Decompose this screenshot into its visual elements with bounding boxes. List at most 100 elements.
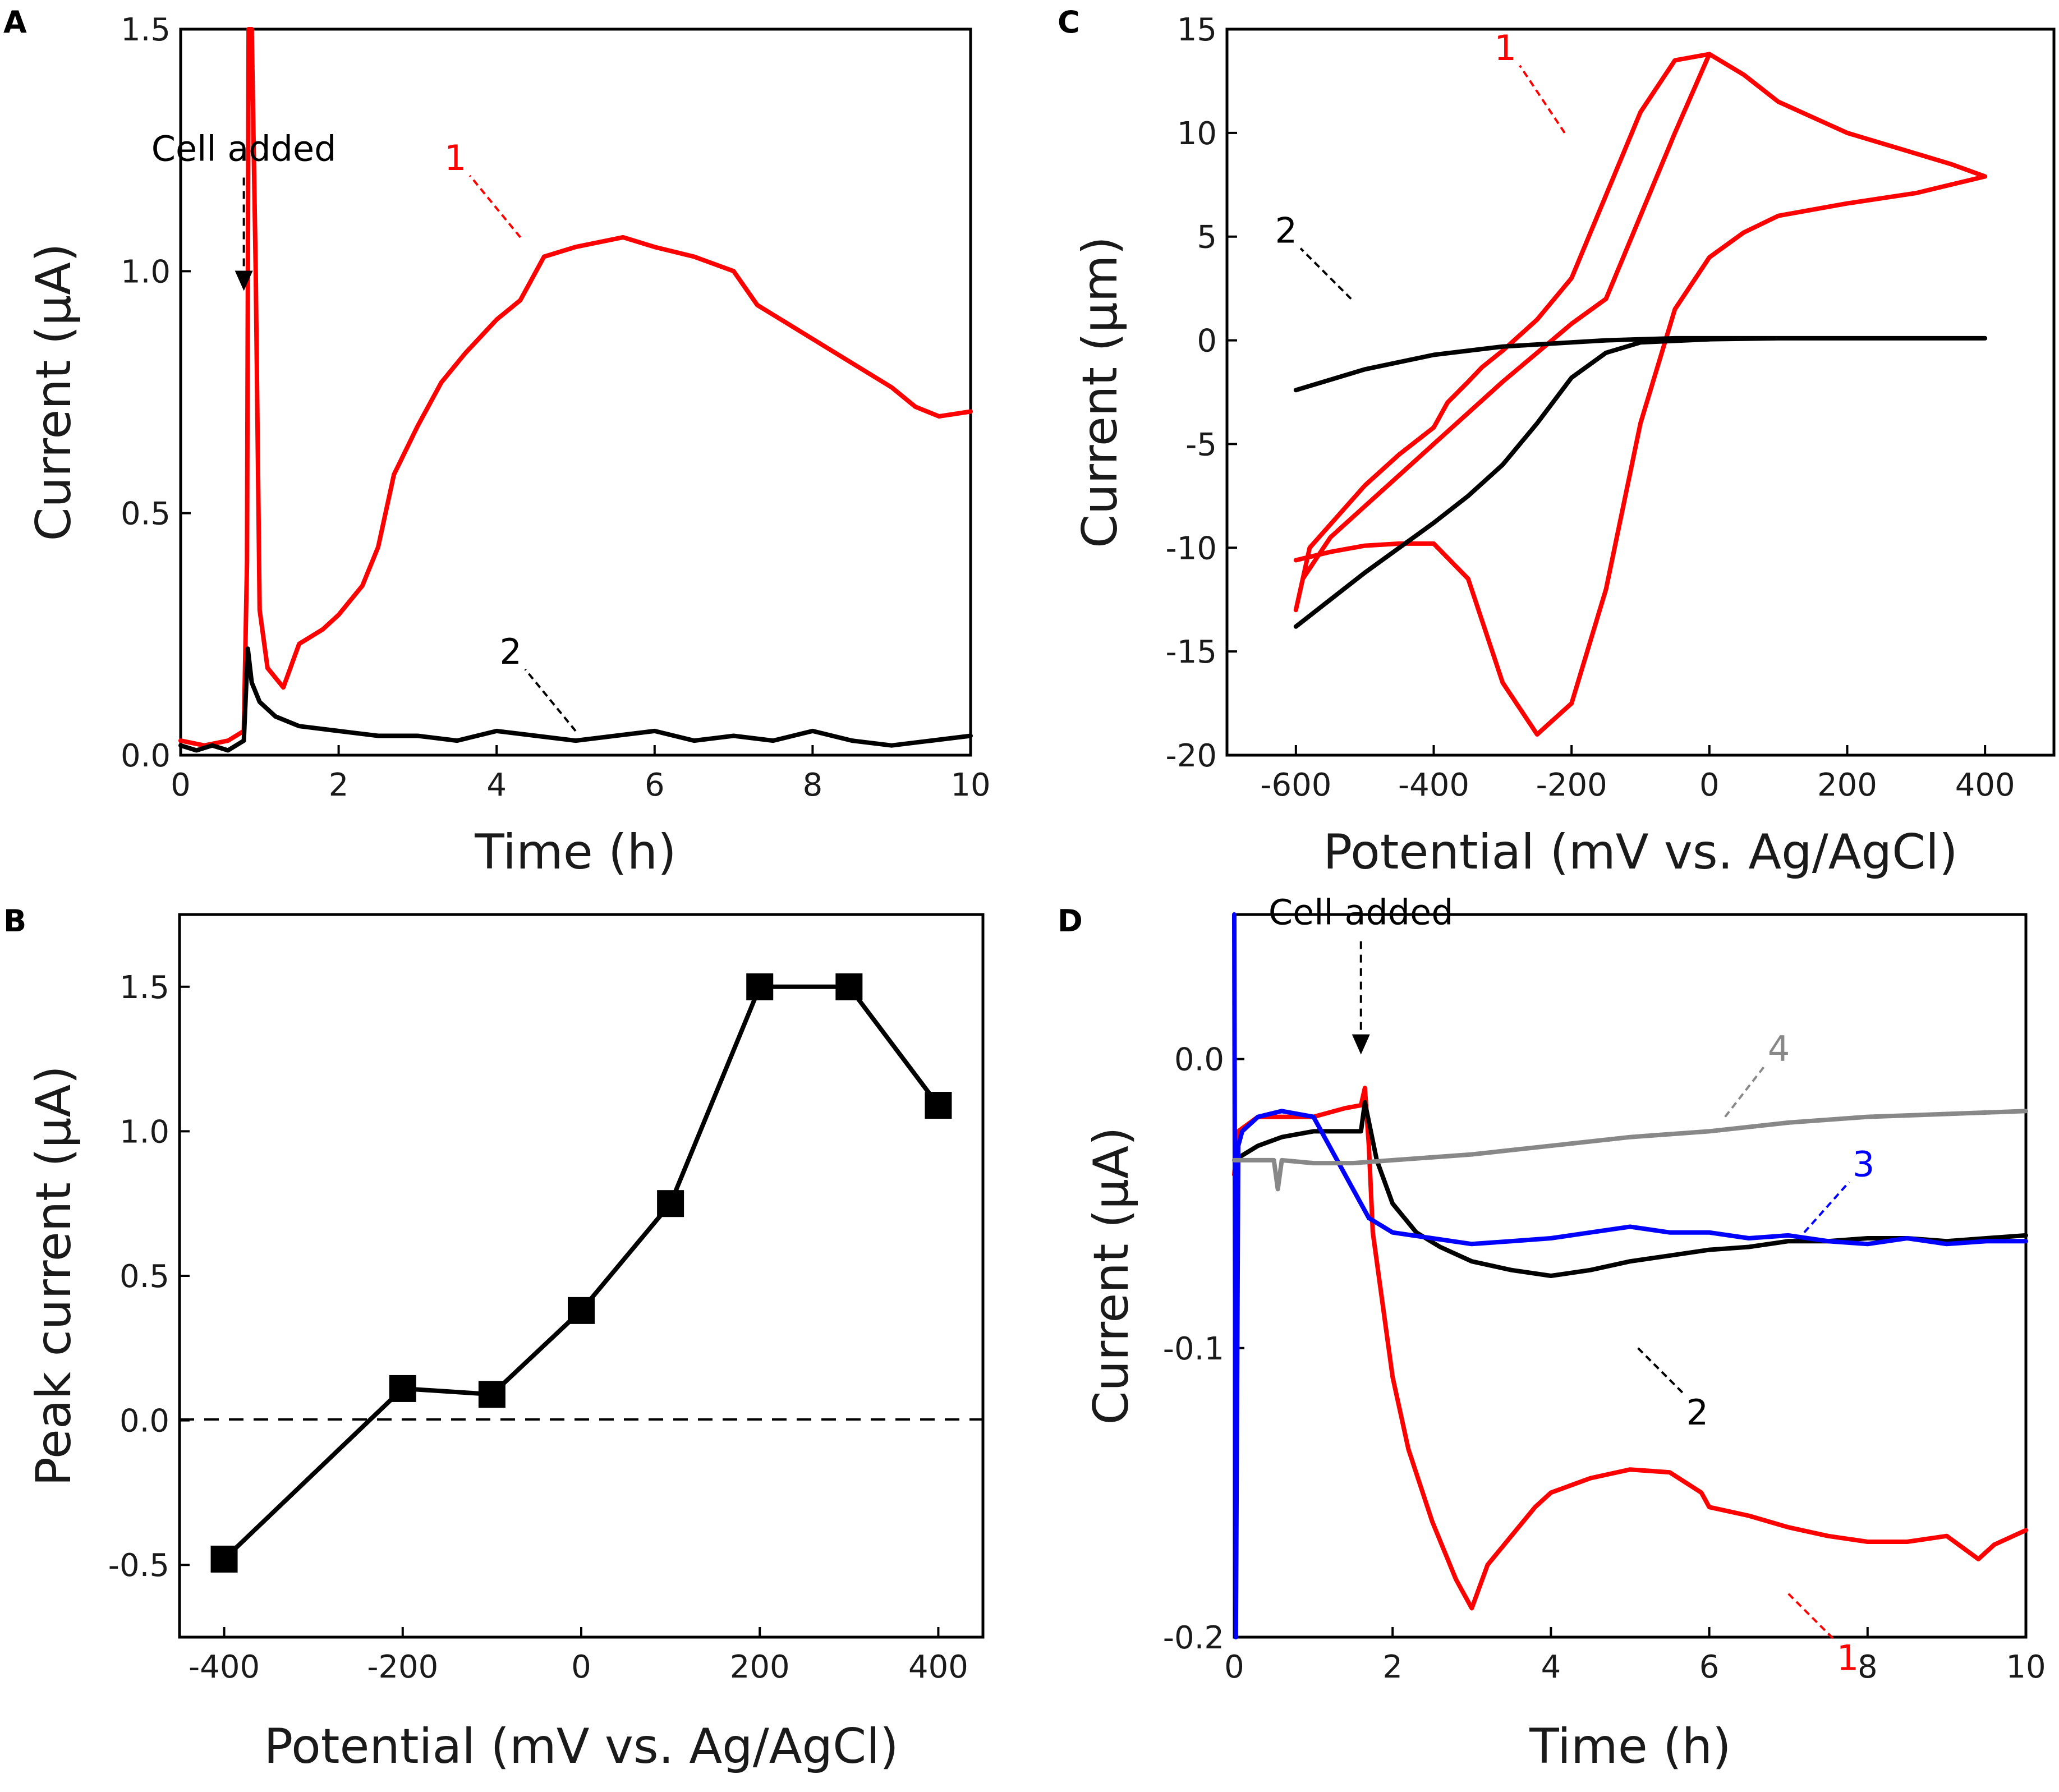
series-label-1: 1 (444, 137, 466, 178)
series-label-3: 3 (1853, 1144, 1874, 1185)
x-tick-label: 400 (908, 1649, 968, 1685)
data-point-marker (210, 1545, 238, 1573)
y-tick-label: 1.5 (120, 969, 169, 1006)
series-label-2: 2 (500, 631, 522, 672)
x-tick-label: 10 (950, 767, 990, 803)
x-tick-label: 200 (730, 1649, 790, 1685)
x-tick-label: 2 (329, 767, 349, 803)
x-tick-label: -400 (1398, 767, 1469, 803)
series-line-1 (1293, 52, 1988, 737)
y-tick-label: 0 (1197, 323, 1217, 360)
y-tick-label: 0.5 (120, 1258, 169, 1295)
x-tick-label: -200 (1536, 767, 1607, 803)
annotation-leader-line (1803, 1181, 1850, 1234)
annotation-leader-line (1519, 65, 1566, 134)
series-line-4 (1232, 1109, 2028, 1192)
x-tick-label: 6 (645, 767, 665, 803)
panel-letter-b: B (3, 903, 26, 939)
panel-d: 0 2 4 6 8 10 -0.2 -0.1 0.0 Cell added 1 2 3 4 Time (… (1083, 892, 2046, 1775)
data-point-marker (568, 1297, 595, 1324)
annotation-arrow-head (1352, 1034, 1370, 1055)
series-label-2: 2 (1686, 1392, 1708, 1433)
x-tick-label: 400 (1955, 767, 2015, 803)
series-line-3 (1232, 912, 2028, 1639)
x-tick-label: -200 (367, 1649, 438, 1685)
y-tick-label: 0.5 (121, 496, 171, 532)
data-point-marker (746, 973, 774, 1000)
series-line-peak-current (222, 984, 941, 1561)
annotation-leader-line (1787, 1593, 1835, 1640)
x-tick-label: 2 (1382, 1649, 1403, 1685)
x-tick-label: 4 (486, 767, 507, 803)
x-tick-label: 8 (803, 767, 823, 803)
panel-letter-d: D (1058, 903, 1083, 939)
annotation-leader-line (524, 668, 577, 732)
x-tick-label: 0 (571, 1649, 591, 1685)
y-tick-label: 5 (1197, 219, 1217, 256)
x-tick-label: -400 (189, 1649, 260, 1685)
annotation-leader-line (1724, 1065, 1766, 1118)
x-axis-label: Potential (mV vs. Ag/AgCl) (1323, 824, 1957, 880)
y-tick-label: 0.0 (121, 738, 171, 774)
y-tick-label: -10 (1166, 530, 1217, 567)
y-tick-label: -0.2 (1163, 1620, 1224, 1656)
y-tick-label: 10 (1177, 116, 1217, 152)
y-axis-label: Current (μm) (1072, 236, 1128, 548)
annotation-cell-added: Cell added (151, 128, 337, 169)
x-tick-label: 4 (1541, 1649, 1561, 1685)
x-tick-label: -600 (1260, 767, 1331, 803)
y-tick-label: 1.0 (120, 1114, 169, 1150)
y-tick-label: -20 (1166, 738, 1217, 774)
series-label-1: 1 (1494, 27, 1516, 68)
annotation-leader-line (468, 174, 521, 238)
y-tick-label: -15 (1166, 634, 1217, 670)
series-line-2 (1293, 336, 1988, 629)
x-tick-label: 6 (1699, 1649, 1720, 1685)
data-point-marker (478, 1381, 505, 1408)
x-axis-label: Time (h) (1529, 1719, 1731, 1775)
series-line-1 (178, 27, 973, 748)
series-line-2 (178, 646, 973, 753)
series-line-2 (1232, 1100, 2028, 1278)
x-tick-label: 0 (171, 767, 191, 803)
y-tick-label: -0.1 (1163, 1331, 1224, 1367)
y-tick-label: -5 (1185, 426, 1217, 463)
x-tick-label: 0 (1699, 767, 1720, 803)
series-line-1 (1232, 1086, 2028, 1611)
y-tick-label: 1.5 (121, 12, 171, 48)
y-axis-label: Current (μA) (26, 243, 82, 541)
series-label-4: 4 (1768, 1028, 1790, 1069)
plot-frame (178, 913, 985, 1639)
y-tick-label: -0.5 (108, 1547, 169, 1584)
series-label-2: 2 (1275, 210, 1297, 251)
y-axis-label: Peak current (μA) (26, 1065, 82, 1486)
x-tick-label: 10 (2006, 1649, 2046, 1685)
x-tick-label: 8 (1858, 1649, 1878, 1685)
series-label-1: 1 (1837, 1638, 1859, 1679)
annotation-arrow-head (235, 270, 253, 291)
x-tick-label: 0 (1224, 1649, 1244, 1685)
panel-a: 0 2 4 6 8 10 0.0 0.5 1.0 1.5 Cell added 1 2 Time (h… (26, 12, 991, 880)
annotation-leader-line (1299, 247, 1352, 300)
y-axis-label: Current (μA) (1083, 1127, 1139, 1425)
data-point-marker (835, 973, 863, 1000)
y-tick-label: 1.0 (121, 254, 171, 290)
data-point-marker (657, 1190, 684, 1217)
y-tick-label: 15 (1177, 12, 1217, 48)
y-tick-label: 0.0 (1174, 1042, 1224, 1078)
panel-b: -400 -200 0 200 400 -0.5 0.0 0.5 1.0 1.5 Potentia… (26, 913, 985, 1775)
x-tick-label: 200 (1817, 767, 1877, 803)
panel-letter-c: C (1058, 4, 1080, 40)
x-axis-label: Time (h) (474, 824, 676, 880)
plot-frame (179, 27, 972, 757)
annotation-leader-line (1637, 1347, 1684, 1394)
x-axis-label: Potential (mV vs. Ag/AgCl) (264, 1719, 898, 1775)
plot-frame (1225, 27, 2056, 757)
data-point-marker (925, 1092, 952, 1119)
y-tick-label: 0.0 (120, 1403, 169, 1440)
annotation-cell-added: Cell added (1269, 892, 1454, 933)
plot-frame (1233, 913, 2028, 1639)
panel-letter-a: A (3, 4, 27, 40)
